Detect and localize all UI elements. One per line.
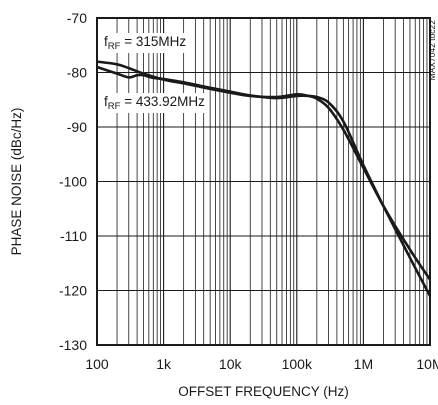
annotation-subscript: RF xyxy=(108,41,121,52)
y-tick-label: -100 xyxy=(59,174,87,190)
annotation-prefix: f xyxy=(104,34,108,49)
grid-layer xyxy=(97,18,430,345)
y-tick-label: -70 xyxy=(67,10,87,26)
annotation-suffix: = 433.92MHz xyxy=(120,94,205,109)
x-tick-label: 1M xyxy=(354,356,373,372)
svg-text:fRF = 315MHz: fRF = 315MHz xyxy=(104,34,186,52)
svg-text:fRF = 433.92MHz: fRF = 433.92MHz xyxy=(104,94,205,112)
y-tick-label: -120 xyxy=(59,283,87,299)
plot-frame xyxy=(96,17,431,346)
x-tick-label: 100 xyxy=(85,356,109,372)
tick-layer: 100 1k 10k 100k 1M 10M -70 -80 -90 -100 -110 -120 -1… xyxy=(59,10,438,372)
series-line-433mhz xyxy=(96,65,432,297)
annotation-prefix: f xyxy=(104,94,108,109)
series-annotation-433mhz: fRF = 433.92MHz xyxy=(102,93,208,113)
y-tick-label: -90 xyxy=(67,119,87,135)
y-tick-label: -110 xyxy=(60,228,87,244)
series-layer xyxy=(96,60,432,297)
y-tick-label: -80 xyxy=(67,65,87,81)
x-tick-label: 100k xyxy=(282,356,313,372)
figure-id-watermark: MAX7042 toc22 xyxy=(427,20,437,81)
annotation-subscript: RF xyxy=(108,101,121,112)
annotation-suffix: = 315MHz xyxy=(120,34,186,49)
x-axis-label: OFFSET FREQUENCY (Hz) xyxy=(178,384,349,399)
x-tick-label: 1k xyxy=(156,356,172,372)
y-tick-label: -130 xyxy=(59,337,87,353)
y-axis-label: PHASE NOISE (dBc/Hz) xyxy=(9,108,24,256)
x-tick-label: 10M xyxy=(416,356,438,372)
series-annotation-315mhz: fRF = 315MHz xyxy=(102,33,189,53)
x-tick-label: 10k xyxy=(219,356,243,372)
